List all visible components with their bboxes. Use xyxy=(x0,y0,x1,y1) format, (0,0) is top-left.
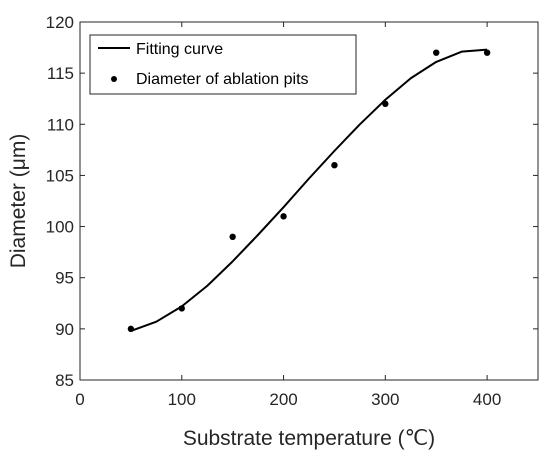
legend-marker-sample xyxy=(111,76,117,82)
data-point xyxy=(280,213,287,220)
x-tick-label: 400 xyxy=(473,390,501,409)
y-axis-label: Diameter (μm) xyxy=(7,134,30,269)
y-tick-label: 90 xyxy=(55,320,74,339)
y-tick-label: 110 xyxy=(47,115,74,134)
series-layer xyxy=(127,48,491,333)
x-axis-label: Substrate temperature (℃) xyxy=(183,427,435,450)
data-point xyxy=(127,325,135,333)
legend: Fitting curve Diameter of ablation pits xyxy=(89,34,357,95)
y-tick-label: 105 xyxy=(46,166,74,185)
data-point xyxy=(178,305,185,312)
data-point xyxy=(382,100,389,108)
x-tick-label: 0 xyxy=(75,390,84,409)
legend-box xyxy=(89,34,357,95)
legend-label-fitting-curve: Fitting curve xyxy=(136,41,223,58)
legend-label-ablation-pits: Diameter of ablation pits xyxy=(136,71,309,88)
x-tick-label: 300 xyxy=(371,390,399,409)
fitting-curve-line xyxy=(130,48,488,332)
data-point xyxy=(229,233,236,240)
x-tick-label: 100 xyxy=(168,390,196,409)
y-tick-label: 120 xyxy=(46,13,74,32)
data-point xyxy=(483,49,491,56)
data-point xyxy=(433,49,440,56)
tick-labels: 0 100 200 300 400 85 90 95 100 105 110 115 120 xyxy=(46,13,502,409)
y-tick-label: 95 xyxy=(55,269,74,288)
axis-ticks xyxy=(79,21,538,381)
x-tick-label: 200 xyxy=(269,390,297,409)
data-point xyxy=(331,162,338,169)
y-tick-label: 85 xyxy=(55,371,74,390)
y-tick-label: 115 xyxy=(47,64,74,83)
y-tick-label: 100 xyxy=(46,218,74,237)
